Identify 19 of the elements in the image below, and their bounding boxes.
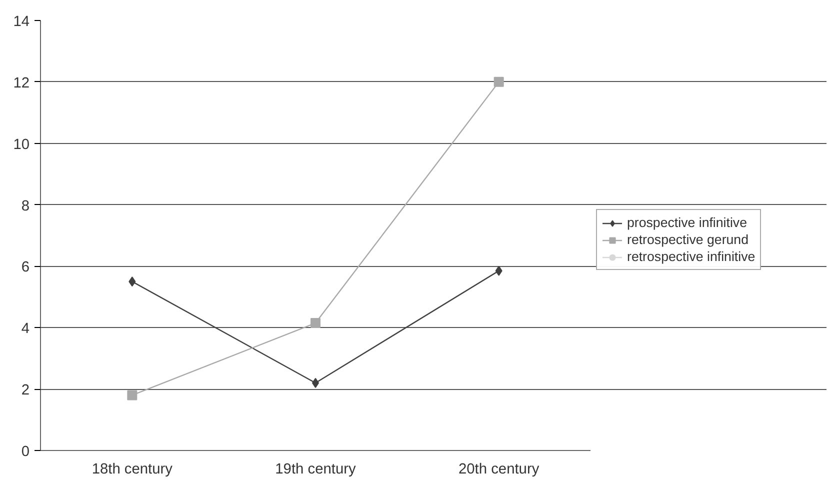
- legend-label: prospective infinitive: [627, 215, 748, 230]
- y-tick-label: 4: [21, 321, 30, 338]
- y-tick-label: 8: [21, 198, 30, 214]
- y-tick-label: 10: [13, 136, 30, 153]
- y-tick-label: 12: [13, 75, 30, 92]
- point: [494, 76, 504, 87]
- y-tick-label: 2: [21, 382, 30, 399]
- x-tick-label: 19th century: [275, 462, 356, 478]
- y-tick-label: 14: [13, 14, 30, 30]
- y-tick-label: 6: [21, 260, 30, 276]
- point: [127, 390, 138, 400]
- point: [495, 266, 502, 276]
- legend-label: retrospective gerund: [627, 232, 749, 247]
- x-tick-label: 20th century: [458, 462, 540, 478]
- point: [310, 318, 320, 328]
- y-tick-label: 0: [21, 444, 30, 460]
- point: [128, 276, 136, 287]
- x-tick-label: 18th century: [92, 462, 174, 478]
- legend-label: retrospective infinitive: [627, 249, 756, 264]
